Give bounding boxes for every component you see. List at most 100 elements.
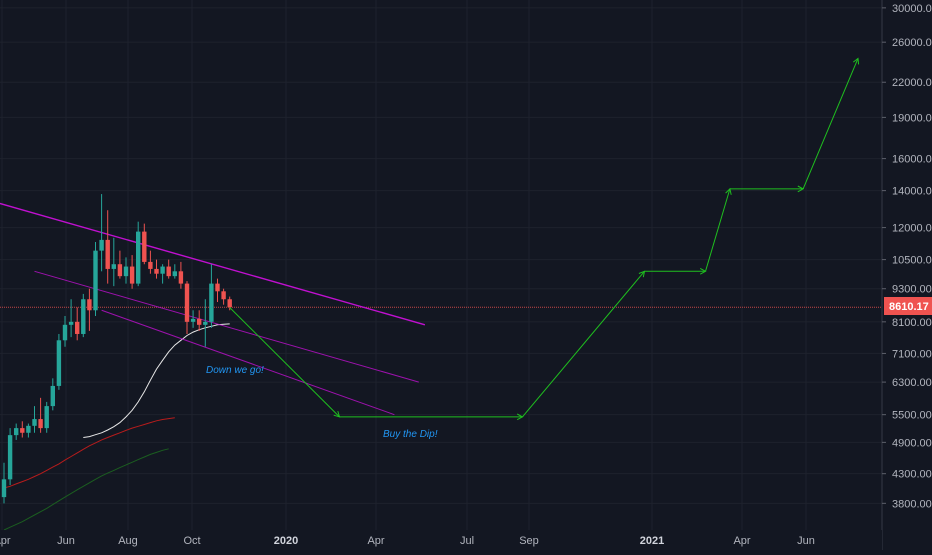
candle-body (62, 324, 68, 341)
candle (160, 264, 165, 284)
price-tick-label: 7100.00 (892, 348, 932, 360)
candle-body (123, 266, 129, 277)
candle-body (105, 239, 110, 269)
candle (56, 333, 62, 390)
candle-body (68, 321, 74, 325)
candle (190, 310, 196, 328)
time-tick-label: Apr (733, 535, 750, 547)
candle-body (178, 271, 184, 284)
price-tick-label: 22000.00 (892, 77, 932, 89)
time-axis-background (0, 530, 882, 550)
candle (38, 397, 43, 433)
candle-body (197, 318, 202, 325)
time-tick-label: 2020 (274, 535, 298, 547)
candle-body (203, 321, 208, 325)
price-tick-label: 14000.00 (892, 186, 932, 198)
candle-body (129, 266, 135, 284)
candle (26, 423, 31, 438)
time-tick-label: Jun (57, 535, 75, 547)
candle (1, 462, 7, 504)
candle (32, 406, 37, 433)
candle (50, 378, 55, 411)
time-tick-label: 2021 (640, 535, 664, 547)
time-axis[interactable]: Apr Jun Aug Oct 2020 Apr Jul Sep 2021 Apr Jun (0, 535, 815, 547)
channel-upper-line (0, 202, 426, 326)
candle-body (50, 385, 55, 407)
time-tick-label: Apr (367, 535, 384, 547)
channel-mid-line (34, 270, 419, 383)
current-price-badge-bg (884, 297, 932, 315)
price-tick-label: 26000.00 (892, 37, 932, 49)
candle (166, 259, 171, 279)
candle (75, 307, 80, 341)
candle-body (20, 428, 25, 433)
price-tick-label: 30000.00 (892, 3, 932, 15)
projection-segment (705, 188, 731, 272)
price-tick-label: 6300.00 (892, 377, 932, 389)
current-price-badge: 8610.17 (884, 297, 932, 315)
price-axis[interactable]: 30000.00 26000.00 22000.00 19000.00 16000.00… (882, 3, 932, 510)
candle-body (75, 321, 80, 334)
candle-body (136, 231, 141, 284)
candle (148, 250, 153, 274)
annotations: Down we go! Buy the Dip! (206, 365, 438, 440)
candle-body (87, 299, 92, 311)
candle-body (148, 261, 153, 269)
candle-body (142, 231, 147, 262)
candle (197, 310, 202, 331)
candle (209, 264, 214, 328)
candle-body (190, 318, 196, 322)
candle (172, 264, 177, 279)
candle (221, 288, 226, 305)
channel-lower-line (101, 309, 395, 416)
moving-average-green (3, 448, 169, 531)
candle-body (32, 419, 37, 426)
moving-averages (3, 323, 230, 531)
candle (178, 261, 184, 289)
projection-arrowhead (516, 413, 524, 421)
candle-body (93, 250, 98, 311)
candle (7, 428, 13, 486)
candle (227, 296, 232, 311)
candle (62, 315, 68, 347)
candle (81, 293, 86, 338)
price-tick-label: 4900.00 (892, 437, 932, 449)
candle-body (99, 239, 104, 251)
candle-body (81, 299, 86, 334)
time-tick-label: Oct (183, 535, 200, 547)
price-tick-label: 12000.00 (892, 223, 932, 235)
moving-average-red (3, 417, 175, 489)
time-tick-label: Aug (118, 535, 138, 547)
projection-arrowhead (852, 57, 860, 65)
candle-body (117, 264, 123, 277)
price-tick-label: 5500.00 (892, 410, 932, 422)
candle (14, 423, 19, 440)
price-tick-label: 9300.00 (892, 284, 932, 296)
candle (136, 221, 141, 287)
candlesticks (1, 194, 232, 504)
candle (68, 299, 74, 338)
candle (129, 255, 135, 289)
candle-body (166, 266, 171, 277)
candle-body (227, 299, 232, 308)
candle-body (215, 283, 220, 292)
current-price-label: 8610.17 (889, 301, 929, 313)
candle-body (14, 428, 19, 436)
candle (44, 401, 49, 433)
time-tick-label: Sep (519, 535, 539, 547)
projection-segment (522, 270, 645, 418)
candle (93, 241, 98, 316)
projection-segment (229, 307, 340, 418)
candle (111, 237, 116, 287)
price-tick-label: 19000.00 (892, 112, 932, 124)
price-tick-label: 16000.00 (892, 154, 932, 166)
projection-segment (802, 58, 859, 190)
candle-body (26, 425, 31, 433)
time-tick-label: Jun (797, 535, 815, 547)
candle-body (160, 266, 165, 274)
price-tick-label: 4300.00 (892, 469, 932, 481)
price-tick-label: 3800.00 (892, 498, 932, 510)
candle-body (56, 340, 62, 386)
